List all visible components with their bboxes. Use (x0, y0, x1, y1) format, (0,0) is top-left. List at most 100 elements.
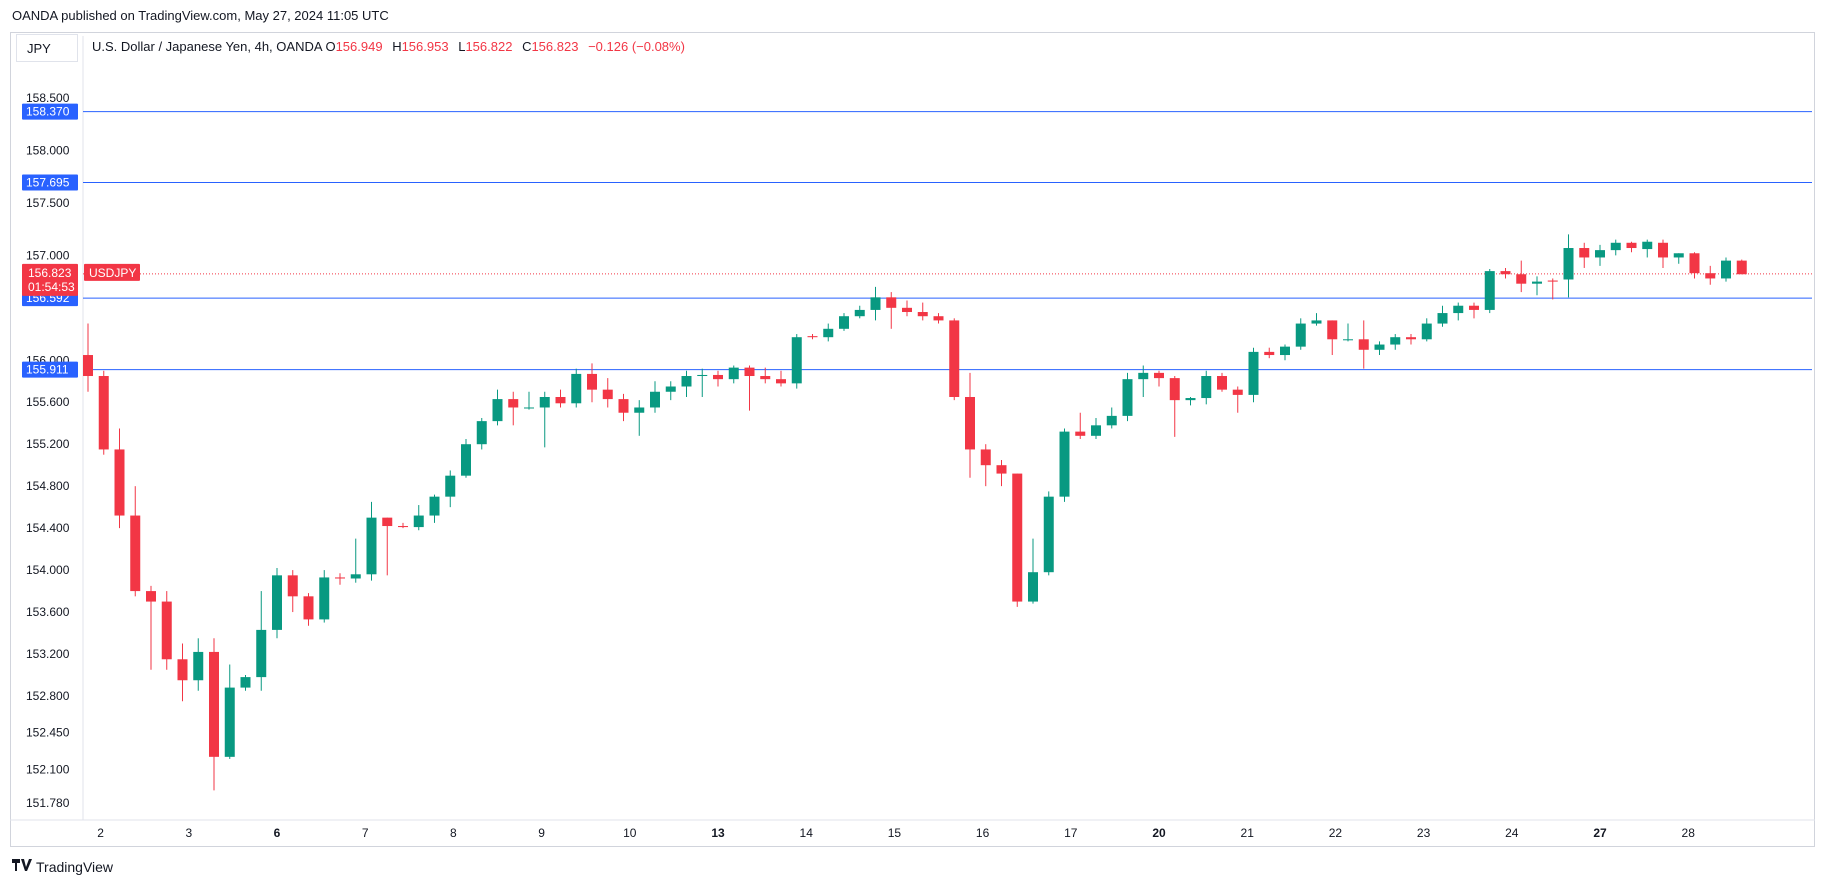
candle-body-down[interactable] (209, 651, 219, 757)
candle-body-down[interactable] (114, 449, 125, 516)
candle-body-up[interactable] (1185, 398, 1196, 401)
candle-body-up[interactable] (319, 577, 330, 620)
candle-body-down[interactable] (1469, 305, 1479, 310)
candle-body-down[interactable] (335, 577, 345, 579)
candle-body-down[interactable] (161, 601, 172, 660)
candle-body-up[interactable] (256, 629, 267, 678)
candle-body-down[interactable] (508, 399, 519, 408)
candle-body-up[interactable] (697, 374, 708, 377)
candle-body-up[interactable] (1295, 323, 1306, 347)
candle-body-up[interactable] (1138, 372, 1149, 380)
candle-body-up[interactable] (728, 367, 739, 380)
candle-body-up[interactable] (1421, 323, 1432, 340)
candle-body-down[interactable] (382, 517, 393, 527)
candle-body-up[interactable] (1311, 320, 1322, 324)
candle-body-down[interactable] (83, 355, 93, 377)
candle-body-down[interactable] (1169, 378, 1180, 401)
candle-body-down[interactable] (303, 596, 314, 620)
candle-body-up[interactable] (1122, 379, 1133, 416)
candle-body-up[interactable] (1453, 305, 1464, 314)
candle-body-down[interactable] (1626, 242, 1637, 249)
candle-body-up[interactable] (272, 575, 282, 630)
candle-body-down[interactable] (146, 591, 156, 602)
candle-body-up[interactable] (539, 396, 550, 408)
candle-body-up[interactable] (1532, 281, 1542, 284)
candle-body-down[interactable] (587, 373, 597, 390)
footer-brand[interactable]: TradingView (12, 858, 113, 875)
candle-body-down[interactable] (776, 379, 786, 384)
candle-body-down[interactable] (1500, 271, 1511, 275)
candle-body-down[interactable] (1232, 389, 1243, 395)
candle-body-up[interactable] (650, 391, 660, 408)
candle-body-down[interactable] (1154, 372, 1164, 379)
candle-body-down[interactable] (996, 465, 1007, 474)
candle-body-up[interactable] (854, 309, 865, 317)
candle-body-up[interactable] (240, 677, 251, 688)
candle-body-up[interactable] (445, 475, 456, 497)
candle-body-up[interactable] (429, 496, 440, 516)
candle-body-up[interactable] (1484, 271, 1495, 310)
candle-body-down[interactable] (902, 307, 912, 313)
candle-body-up[interactable] (681, 376, 692, 387)
candle-body-up[interactable] (1343, 339, 1353, 341)
candle-body-down[interactable] (1547, 280, 1558, 282)
candle-body-up[interactable] (1673, 253, 1684, 258)
candle-body-up[interactable] (193, 651, 204, 681)
symbol-box[interactable]: JPY (16, 34, 78, 62)
candle-body-down[interactable] (602, 389, 613, 400)
candle-body-up[interactable] (524, 407, 534, 409)
candle-body-down[interactable] (1689, 253, 1700, 274)
candle-body-up[interactable] (1106, 415, 1117, 426)
candle-body-up[interactable] (1280, 346, 1290, 356)
candle-body-down[interactable] (177, 659, 188, 681)
candle-body-down[interactable] (1705, 273, 1716, 279)
candle-body-up[interactable] (1595, 250, 1605, 258)
candle-body-up[interactable] (1563, 248, 1574, 280)
candle-body-up[interactable] (839, 316, 849, 329)
candle-body-down[interactable] (618, 399, 629, 413)
candle-body-up[interactable] (1248, 351, 1259, 395)
candle-body-up[interactable] (492, 399, 503, 422)
candle-body-down[interactable] (1358, 339, 1369, 350)
candle-body-down[interactable] (1406, 337, 1416, 340)
candle-body-up[interactable] (1028, 572, 1038, 602)
candle-body-up[interactable] (634, 407, 645, 413)
candle-body-up[interactable] (366, 517, 377, 575)
candle-body-up[interactable] (476, 421, 487, 445)
candle-body-up[interactable] (665, 386, 676, 392)
candle-body-down[interactable] (130, 515, 141, 592)
candle-body-down[interactable] (744, 367, 755, 377)
candle-body-up[interactable] (823, 328, 834, 338)
candle-body-down[interactable] (917, 312, 928, 317)
candle-body-up[interactable] (1091, 425, 1101, 436)
candle-body-down[interactable] (949, 320, 960, 397)
candle-body-down[interactable] (287, 575, 298, 597)
candle-body-up[interactable] (1390, 337, 1401, 345)
candle-body-up[interactable] (571, 373, 582, 404)
candle-body-up[interactable] (1043, 496, 1054, 573)
candle-body-down[interactable] (1217, 376, 1227, 390)
candle-body-up[interactable] (1642, 241, 1653, 250)
candle-body-down[interactable] (1658, 242, 1668, 258)
candle-body-down[interactable] (98, 376, 109, 450)
candle-body-up[interactable] (1201, 376, 1212, 399)
candle-body-down[interactable] (1327, 320, 1338, 340)
candle-body-down[interactable] (965, 396, 975, 450)
candle-body-down[interactable] (1736, 260, 1747, 275)
candle-body-down[interactable] (1012, 473, 1023, 602)
candle-body-up[interactable] (791, 337, 802, 384)
candle-body-down[interactable] (980, 449, 991, 466)
candle-body-up[interactable] (1059, 431, 1070, 497)
candle-body-down[interactable] (1579, 248, 1590, 258)
candle-body-down[interactable] (713, 374, 723, 380)
candle-body-down[interactable] (886, 297, 897, 308)
candle-body-up[interactable] (1374, 344, 1385, 350)
candle-body-up[interactable] (870, 297, 881, 310)
candle-body-down[interactable] (1516, 274, 1527, 284)
candle-body-down[interactable] (1264, 351, 1275, 356)
candle-body-up[interactable] (461, 444, 471, 476)
candle-body-down[interactable] (760, 376, 771, 380)
candle-body-up[interactable] (1437, 313, 1448, 324)
candle-body-down[interactable] (933, 316, 944, 321)
